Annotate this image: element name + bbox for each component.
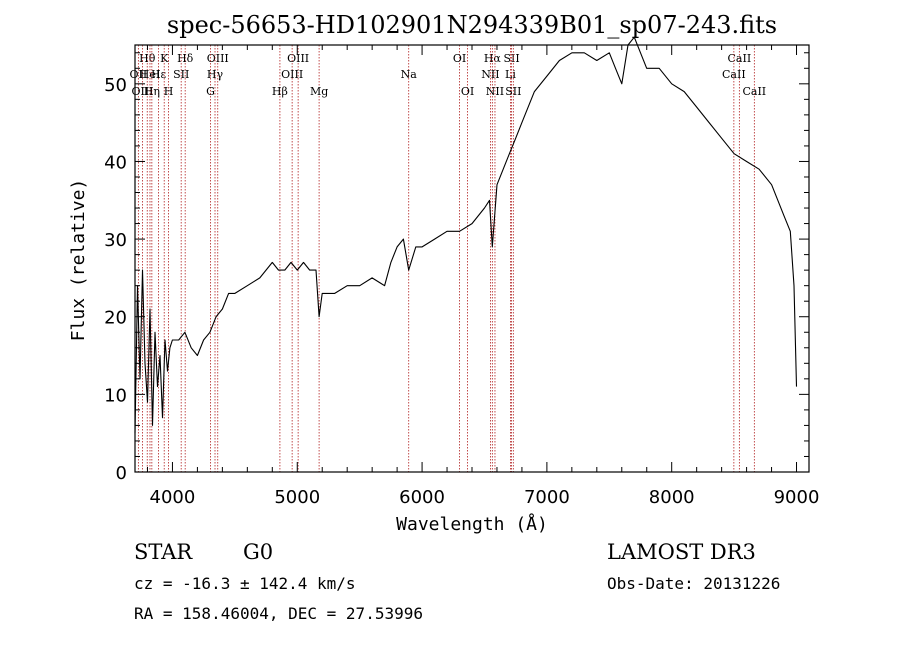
redshift-value: cz = -16.3 ± 142.4 km/s xyxy=(134,574,356,593)
y-axis: 0 10 20 30 40 50 xyxy=(104,52,809,484)
x-tick-label: 5000 xyxy=(274,487,320,508)
x-tick-label: 7000 xyxy=(524,487,570,508)
marker-label: Hβ xyxy=(272,85,288,98)
marker-label: Na xyxy=(401,68,418,81)
marker-label: Li xyxy=(505,68,516,81)
x-axis: 4000 5000 6000 7000 8000 9000 xyxy=(146,45,820,508)
marker-label: K xyxy=(160,52,169,65)
object-subclass: G0 xyxy=(243,540,274,564)
marker-label: OI xyxy=(453,52,466,65)
spectrum-line xyxy=(134,36,798,434)
marker-label: Hθ xyxy=(139,52,156,65)
y-tick-label: 20 xyxy=(104,308,127,329)
x-tick-label: 9000 xyxy=(774,487,820,508)
observation-date: Obs-Date: 20131226 xyxy=(607,574,781,593)
x-tick-label: 8000 xyxy=(649,487,695,508)
marker-label: Hε xyxy=(151,68,167,81)
marker-label: NII xyxy=(486,85,504,98)
marker-label: OIII xyxy=(287,52,309,65)
marker-label: SII xyxy=(505,85,521,98)
marker-label: Hη xyxy=(144,85,160,98)
marker-label: Mg xyxy=(310,85,328,98)
y-tick-label: 40 xyxy=(104,152,127,173)
marker-label: Hδ xyxy=(177,52,194,65)
y-tick-label: 10 xyxy=(104,385,127,406)
y-tick-label: 30 xyxy=(104,230,127,251)
coordinates: RA = 158.46004, DEC = 27.53996 xyxy=(134,604,423,623)
marker-label: SII xyxy=(173,68,189,81)
marker-label: CaII xyxy=(722,68,746,81)
marker-label: CaII xyxy=(728,52,752,65)
marker-label: OIII xyxy=(281,68,303,81)
marker-label: G xyxy=(206,85,215,98)
chart-title: spec-56653-HD102901N294339B01_sp07-243.f… xyxy=(167,11,777,39)
marker-label: OIII xyxy=(131,85,153,98)
marker-label: OI xyxy=(461,85,474,98)
marker-label: Hγ xyxy=(207,68,224,81)
survey-name: LAMOST DR3 xyxy=(607,540,756,564)
marker-label: CaII xyxy=(742,85,766,98)
x-tick-label: 4000 xyxy=(150,487,196,508)
object-class: STAR xyxy=(134,540,193,564)
y-tick-label: 50 xyxy=(104,75,127,96)
marker-label: H xyxy=(164,85,174,98)
y-tick-label: 0 xyxy=(116,463,127,484)
marker-label: OII xyxy=(130,68,148,81)
marker-label: SII xyxy=(503,52,519,65)
x-tick-label: 6000 xyxy=(399,487,445,508)
plot-frame xyxy=(134,44,810,473)
spectrum-layer xyxy=(134,36,798,434)
marker-label: HeI xyxy=(140,68,160,81)
marker-label: NII xyxy=(481,68,499,81)
marker-label: OIII xyxy=(207,52,229,65)
x-axis-label: Wavelength (Å) xyxy=(396,513,548,535)
spectrum-chart: spec-56653-HD102901N294339B01_sp07-243.f… xyxy=(68,11,820,535)
marker-label: Hα xyxy=(484,52,502,65)
y-axis-label: Flux (relative) xyxy=(68,179,89,342)
